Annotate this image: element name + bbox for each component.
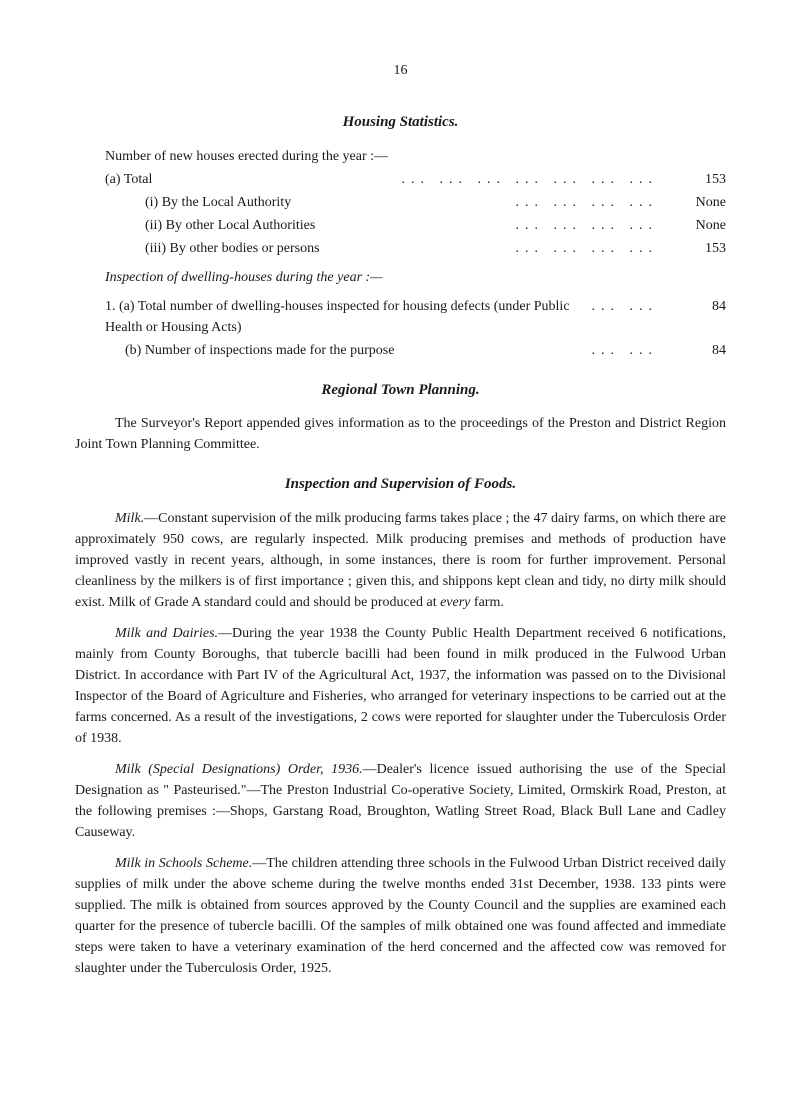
- stat-row: 1. (a) Total number of dwelling-houses i…: [105, 296, 726, 338]
- stat-dots: ... ...: [584, 340, 667, 361]
- stat-dots: ... ... ... ... ... ... ...: [394, 169, 667, 190]
- milk-emphasis: every: [440, 595, 470, 610]
- stat-label: (iii) By other bodies or persons: [145, 238, 508, 259]
- stat-label: (b) Number of inspections made for the p…: [125, 340, 584, 361]
- stat-dots: ... ... ... ...: [508, 238, 667, 259]
- stat-row: (a) Total ... ... ... ... ... ... ... 15…: [105, 169, 726, 190]
- stat-value: 153: [666, 238, 726, 259]
- milk-text: —Constant supervision of the milk produc…: [75, 511, 726, 610]
- stat-dots: ... ... ... ...: [508, 192, 667, 213]
- milk-para: Milk.—Constant supervision of the milk p…: [75, 508, 726, 613]
- designations-para: Milk (Special Designations) Order, 1936.…: [75, 759, 726, 843]
- regional-title: Regional Town Planning.: [75, 379, 726, 402]
- stat-dots: ... ...: [584, 296, 667, 338]
- dairies-para: Milk and Dairies.—During the year 1938 t…: [75, 623, 726, 749]
- milk-lead: Milk.: [115, 511, 144, 526]
- stat-row: (ii) By other Local Authorities ... ... …: [145, 215, 726, 236]
- stat-value: 153: [666, 169, 726, 190]
- inspection-rows: 1. (a) Total number of dwelling-houses i…: [75, 296, 726, 361]
- stat-value: None: [666, 192, 726, 213]
- milk-text-end: farm.: [470, 595, 503, 610]
- page-number: 16: [75, 60, 726, 81]
- housing-title: Housing Statistics.: [75, 111, 726, 134]
- stat-label: 1. (a) Total number of dwelling-houses i…: [105, 296, 584, 338]
- dairies-lead: Milk and Dairies.: [115, 626, 218, 641]
- stat-row: (b) Number of inspections made for the p…: [125, 340, 726, 361]
- page-container: 16 Housing Statistics. Number of new hou…: [0, 0, 801, 1100]
- food-title: Inspection and Supervision of Foods.: [75, 473, 726, 496]
- stat-value: 84: [666, 340, 726, 361]
- stat-value: None: [666, 215, 726, 236]
- schools-lead: Milk in Schools Scheme.: [115, 856, 252, 871]
- designations-lead: Milk (Special Designations) Order, 1936.: [115, 762, 363, 777]
- stat-label: (ii) By other Local Authorities: [145, 215, 508, 236]
- stat-row: (i) By the Local Authority ... ... ... .…: [145, 192, 726, 213]
- stat-label: (a) Total: [105, 169, 394, 190]
- dairies-text: —During the year 1938 the County Public …: [75, 626, 726, 746]
- stat-row: (iii) By other bodies or persons ... ...…: [145, 238, 726, 259]
- schools-para: Milk in Schools Scheme.—The children att…: [75, 853, 726, 979]
- schools-text: —The children attending three schools in…: [75, 856, 726, 976]
- stat-dots: ... ... ... ...: [508, 215, 667, 236]
- stat-value: 84: [666, 296, 726, 338]
- housing-intro: Number of new houses erected during the …: [105, 146, 726, 167]
- stat-label: (i) By the Local Authority: [145, 192, 508, 213]
- inspection-heading: Inspection of dwelling-houses during the…: [105, 267, 726, 288]
- regional-text: The Surveyor's Report appended gives inf…: [75, 413, 726, 455]
- housing-rows: (a) Total ... ... ... ... ... ... ... 15…: [75, 169, 726, 259]
